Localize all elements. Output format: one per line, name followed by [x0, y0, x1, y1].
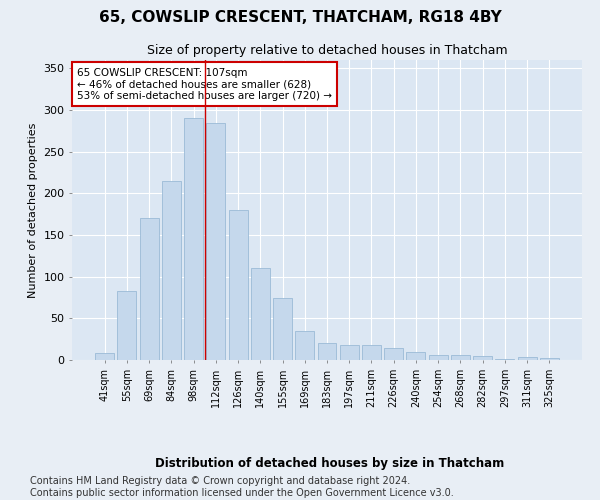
Bar [140, 218, 158, 360]
Bar [162, 181, 181, 360]
Bar [362, 345, 381, 360]
Bar [95, 354, 114, 360]
Text: Contains HM Land Registry data © Crown copyright and database right 2024.
Contai: Contains HM Land Registry data © Crown c… [30, 476, 454, 498]
Bar [118, 291, 136, 360]
Bar [273, 298, 292, 360]
Bar [317, 344, 337, 360]
Text: 65, COWSLIP CRESCENT, THATCHAM, RG18 4BY: 65, COWSLIP CRESCENT, THATCHAM, RG18 4BY [98, 10, 502, 25]
Bar [295, 331, 314, 360]
Title: Size of property relative to detached houses in Thatcham: Size of property relative to detached ho… [146, 44, 508, 58]
Bar [540, 358, 559, 360]
Text: Distribution of detached houses by size in Thatcham: Distribution of detached houses by size … [155, 458, 505, 470]
Text: 65 COWSLIP CRESCENT: 107sqm
← 46% of detached houses are smaller (628)
53% of se: 65 COWSLIP CRESCENT: 107sqm ← 46% of det… [77, 68, 332, 100]
Bar [206, 122, 225, 360]
Bar [496, 359, 514, 360]
Bar [518, 356, 536, 360]
Bar [429, 355, 448, 360]
Bar [340, 345, 359, 360]
Bar [451, 355, 470, 360]
Bar [406, 352, 425, 360]
Bar [229, 210, 248, 360]
Bar [251, 268, 270, 360]
Bar [184, 118, 203, 360]
Bar [473, 356, 492, 360]
Y-axis label: Number of detached properties: Number of detached properties [28, 122, 38, 298]
Bar [384, 348, 403, 360]
